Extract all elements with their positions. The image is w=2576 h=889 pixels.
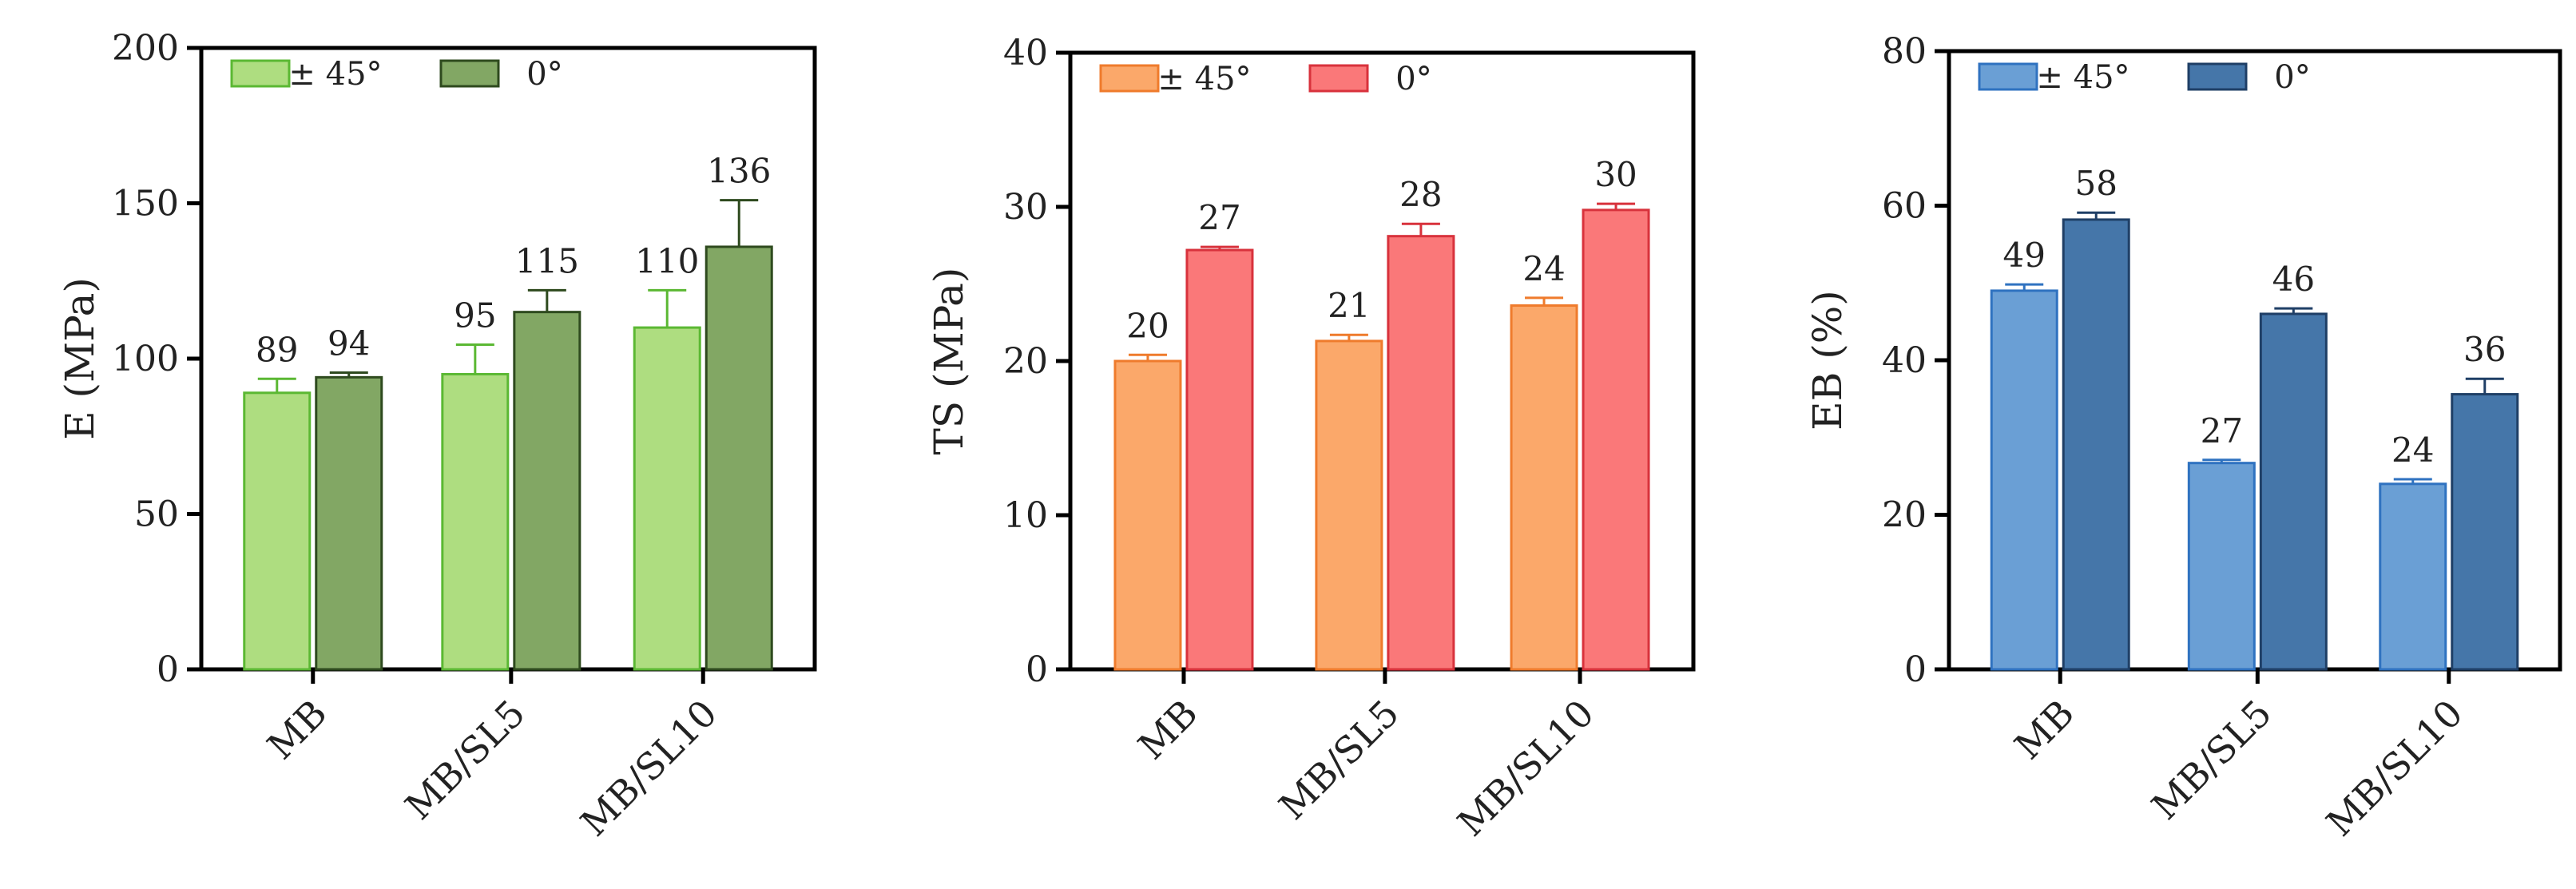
category-label: MB/SL10 — [572, 692, 725, 845]
y-tick-label: 60 — [1882, 186, 1927, 227]
bar — [2187, 462, 2256, 671]
legend-label: ± 45° — [1157, 61, 1251, 97]
legend-label: 0° — [1395, 61, 1431, 97]
legend-swatch — [2187, 62, 2248, 91]
bar — [1315, 339, 1383, 671]
category-label: MB/SL5 — [397, 692, 534, 828]
bar — [1387, 235, 1455, 671]
bar — [2062, 218, 2130, 671]
legend-swatch — [1099, 64, 1160, 93]
bar — [1990, 289, 2058, 671]
y-tick-label: 30 — [1003, 187, 1048, 228]
bar — [2451, 393, 2519, 671]
data-label: 94 — [327, 324, 370, 363]
y-tick-label: 200 — [112, 28, 179, 69]
y-tick-label: 150 — [112, 184, 179, 224]
legend-label: ± 45° — [2036, 59, 2129, 96]
data-label: 28 — [1399, 175, 1442, 214]
y-tick-label: 50 — [134, 494, 179, 535]
data-label: 27 — [2201, 411, 2243, 450]
data-label: 21 — [1328, 286, 1370, 325]
data-label: 115 — [515, 241, 579, 280]
category-label: MB — [1129, 692, 1205, 768]
chart-panel-2: 0 10 20 30 40 TS (MPa) MB 20 27 MB/SL5 21 28 MB/SL10… — [926, 33, 1696, 845]
data-label: 36 — [2463, 330, 2506, 369]
category-label: MB — [259, 692, 335, 768]
data-label: 136 — [707, 152, 771, 191]
data-label: 58 — [2075, 164, 2118, 203]
bar — [243, 391, 312, 671]
chart-panel-1: 0 50 100 150 200 E (MPa) MB 89 94 MB/SL5 95 115 MB/S… — [57, 28, 817, 845]
y-tick-label: 20 — [1882, 495, 1927, 536]
y-axis-title: TS (MPa) — [926, 268, 972, 455]
bar — [1113, 359, 1182, 671]
legend-label: 0° — [2274, 59, 2310, 96]
y-tick-label: 40 — [1882, 340, 1927, 381]
data-label: 110 — [635, 241, 699, 280]
data-label: 46 — [2272, 260, 2315, 299]
y-tick-label: 10 — [1003, 495, 1048, 536]
category-label: MB/SL10 — [1449, 692, 1602, 845]
y-axis-title: E (MPa) — [57, 277, 103, 440]
y-tick-label: 0 — [1904, 649, 1927, 690]
data-label: 20 — [1126, 306, 1169, 345]
y-tick-label: 20 — [1003, 341, 1048, 382]
chart-panel-3: 0 20 40 60 80 EB (%) MB 49 58 MB/SL5 27 46 MB/SL10 24… — [1804, 31, 2562, 845]
data-label: 27 — [1198, 198, 1240, 237]
category-label: MB/SL5 — [1271, 692, 1407, 828]
legend-swatch — [439, 59, 500, 88]
bar — [513, 311, 581, 671]
legend-label: 0° — [526, 56, 562, 93]
y-tick-label: 100 — [112, 339, 179, 379]
bar — [1582, 208, 1650, 671]
y-axis-title: EB (%) — [1804, 290, 1851, 431]
data-label: 24 — [2391, 431, 2434, 470]
legend-swatch — [1308, 64, 1369, 93]
data-label: 24 — [1522, 249, 1565, 288]
category-label: MB/SL10 — [2318, 692, 2471, 845]
data-label: 89 — [256, 330, 298, 369]
category-label: MB — [2006, 692, 2082, 768]
data-label: 49 — [2003, 236, 2046, 275]
y-tick-label: 40 — [1003, 33, 1048, 73]
bar — [633, 326, 701, 671]
bar — [1510, 304, 1578, 671]
bar — [705, 245, 773, 671]
bar — [2379, 482, 2447, 671]
legend-swatch — [230, 59, 291, 88]
y-tick-label: 0 — [157, 649, 179, 690]
data-label: 95 — [454, 296, 496, 335]
category-label: MB/SL5 — [2143, 692, 2280, 828]
y-tick-label: 80 — [1882, 31, 1927, 72]
bar — [315, 375, 383, 671]
legend-label: ± 45° — [288, 56, 382, 93]
y-tick-label: 0 — [1026, 649, 1048, 690]
bar — [2259, 312, 2328, 671]
bar — [441, 372, 510, 671]
legend-swatch — [1978, 62, 2038, 91]
data-label: 30 — [1594, 155, 1637, 194]
bar — [1185, 248, 1254, 671]
